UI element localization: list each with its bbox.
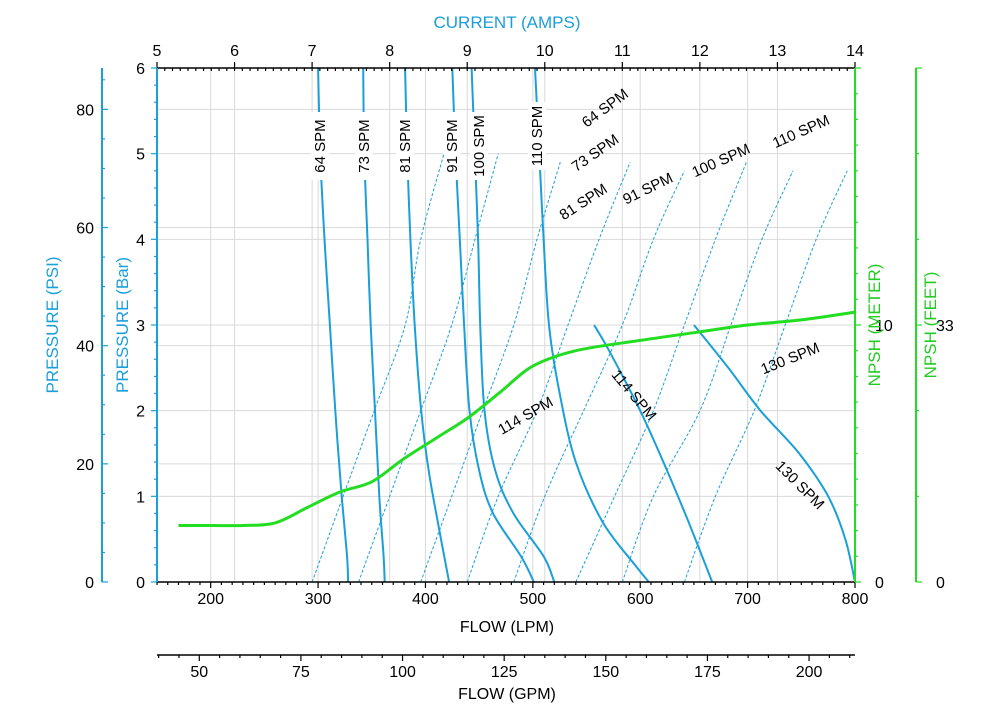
pressure-bar-axis-title: PRESSURE (Bar) [113,257,132,393]
flow-gpm-tick-label: 200 [796,664,823,681]
current-axis-tick-label: 12 [691,43,709,60]
current-curve-label: 81 SPM [557,181,611,224]
current-curve [683,170,848,583]
current-curve [420,162,561,583]
flow-gpm-tick-label: 150 [592,664,619,681]
current-curve [358,153,499,583]
flow-lpm-tick-label: 600 [627,591,654,608]
current-curve [466,162,631,583]
npsh-feet-tick-label: 33 [936,318,954,335]
current-curve-label: 64 SPM [579,86,632,132]
flow-gpm-tick-label: 175 [694,664,721,681]
pressure-curve-label-bg [528,102,546,170]
flow-gpm-axis-title: FLOW (GPM) [458,686,556,703]
npsh-curve-group [178,310,856,528]
flow-gpm-tick-label: 125 [491,664,518,681]
pressure-psi-tick-label: 60 [76,221,94,238]
current-curve-label: 100 SPM [690,141,753,182]
pressure-bar-tick-label: 5 [136,147,145,164]
current-axis-tick-label: 6 [230,43,239,60]
flow-lpm-axis-title: FLOW (LPM) [460,619,554,636]
flow-lpm-tick-label: 700 [734,591,761,608]
pressure-curve-label-bg [443,112,461,180]
flow-lpm-tick-label: 500 [519,591,546,608]
current-axis-tick-label: 9 [463,43,472,60]
current-curve-label: 91 SPM [620,170,675,209]
current-curve-label: 110 SPM [770,112,832,152]
flow-gpm-tick-label: 75 [292,664,310,681]
pressure-curve-label: 130 SPM [772,458,828,514]
pressure-curve [693,324,856,583]
npsh-meter-axis-title: NPSH (METER) [865,264,884,387]
pressure-bar-tick-label: 6 [136,61,145,78]
npsh-meter-tick-label: 10 [875,318,893,335]
current-axis-tick-label: 7 [308,43,317,60]
pressure-curve-label-bg [396,112,414,180]
pressure-psi-tick-label: 80 [76,102,94,119]
pressure-bar-tick-label: 0 [136,575,145,592]
pressure-curve-label: 81 SPM [397,119,414,172]
pressure-curve [593,324,714,583]
pressure-curve-label-bg [470,112,488,180]
npsh-curve [178,310,856,528]
pressure-bar-tick-label: 3 [136,318,145,335]
current-curve-label: 114 SPM [495,394,556,439]
current-axis-tick-label: 10 [536,43,554,60]
pressure-curve-label: 73 SPM [356,119,373,172]
npsh-feet-axis-title: NPSH (FEET) [921,272,940,379]
current-curve [621,170,794,583]
pressure-bar-tick-label: 2 [136,404,145,421]
npsh-feet-tick-label: 0 [936,575,945,592]
pressure-psi-tick-label: 0 [85,575,94,592]
current-axis-tick-label: 13 [769,43,787,60]
pressure-psi-tick-label: 40 [76,339,94,356]
pressure-curves: 64 SPM 73 SPM 81 SPM 91 SPM 100 SPM 110 SPM11… [311,67,856,583]
pressure-curve-label-bg [311,112,329,180]
current-curve [513,170,685,583]
current-axis-title: CURRENT (AMPS) [433,13,580,32]
pressure-curve-label: 91 SPM [444,119,461,172]
current-axis-tick-label: 14 [846,43,864,60]
pressure-psi-axis-title: PRESSURE (PSI) [43,257,62,394]
current-axis-tick-label: 5 [153,43,162,60]
flow-lpm-tick-label: 800 [842,591,869,608]
pressure-curve-label: 100 SPM [471,115,488,177]
pressure-psi-tick-label: 20 [76,457,94,474]
flow-gpm-tick-label: 50 [190,664,208,681]
flow-lpm-tick-label: 200 [197,591,224,608]
pressure-curve-label: 64 SPM [312,119,329,172]
pressure-curve-label: 114 SPM [608,367,660,424]
flow-gpm-tick-label: 100 [389,664,416,681]
npsh-meter-tick-label: 0 [875,575,884,592]
pressure-curve-label-bg [355,112,373,180]
current-axis-tick-label: 11 [614,43,631,60]
flow-lpm-tick-label: 400 [412,591,439,608]
current-curve [311,153,445,583]
pressure-bar-tick-label: 4 [136,232,145,249]
current-axis-tick-label: 8 [385,43,394,60]
flow-lpm-tick-label: 300 [305,591,332,608]
pressure-curve-label: 110 SPM [529,106,546,167]
pressure-bar-tick-label: 1 [136,489,145,506]
